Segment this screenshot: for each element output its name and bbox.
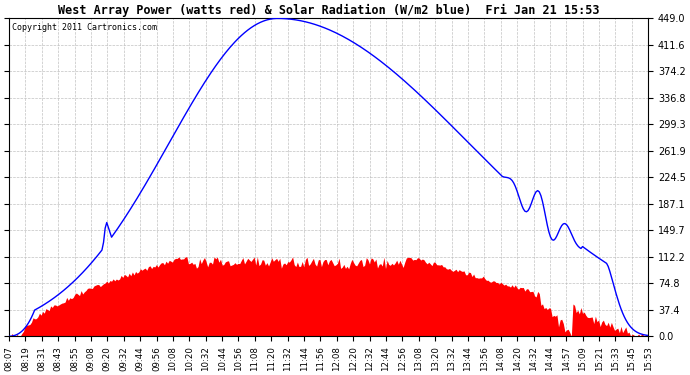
- Title: West Array Power (watts red) & Solar Radiation (W/m2 blue)  Fri Jan 21 15:53: West Array Power (watts red) & Solar Rad…: [58, 4, 600, 17]
- Text: Copyright 2011 Cartronics.com: Copyright 2011 Cartronics.com: [12, 23, 157, 32]
